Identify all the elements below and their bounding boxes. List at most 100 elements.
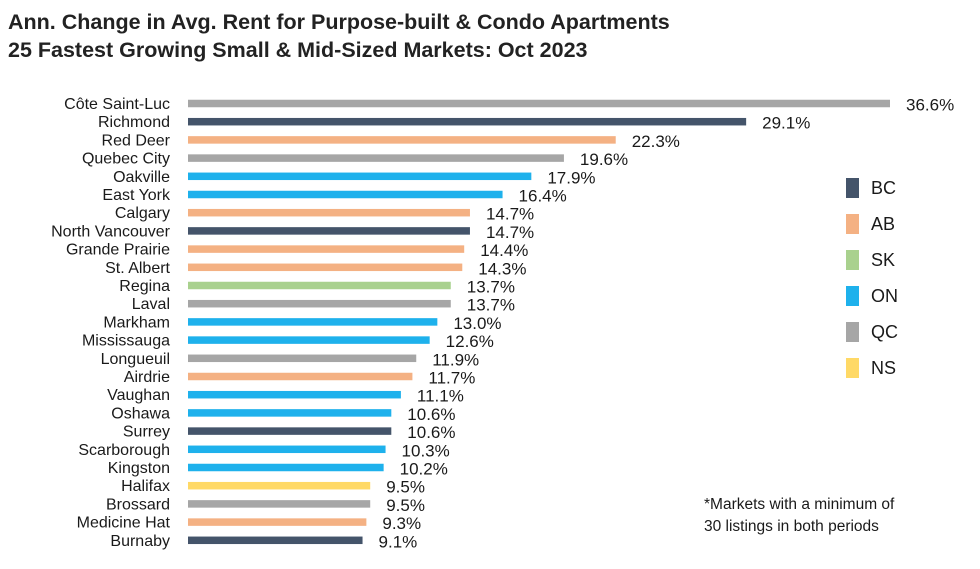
category-label-airdrie: Airdrie xyxy=(124,369,170,386)
value-label-north-vancouver: 14.7% xyxy=(486,223,534,242)
category-label-north-vancouver: North Vancouver xyxy=(51,223,171,240)
category-label-surrey: Surrey xyxy=(123,424,170,441)
value-label-burnaby: 9.1% xyxy=(379,532,418,551)
value-label-regina: 13.7% xyxy=(467,278,515,297)
value-label-kingston: 10.2% xyxy=(400,460,448,479)
bar-surrey xyxy=(188,427,392,435)
bar-oshawa xyxy=(188,409,392,417)
legend-label-ab: AB xyxy=(871,213,896,234)
category-label-richmond: Richmond xyxy=(98,114,170,131)
value-label-oakville: 17.9% xyxy=(547,168,595,187)
value-label-longueuil: 11.9% xyxy=(432,350,479,369)
category-label-mississauga: Mississauga xyxy=(82,333,170,350)
legend-swatch-bc xyxy=(846,178,859,198)
value-label-grande-prairie: 14.4% xyxy=(480,241,528,260)
value-label-markham: 13.0% xyxy=(453,314,501,333)
category-label-markham: Markham xyxy=(103,314,170,331)
value-label-c-te-saint-luc: 36.6% xyxy=(906,96,954,115)
bar-laval xyxy=(188,299,451,308)
category-label-vaughan: Vaughan xyxy=(107,387,170,404)
legend-item-sk: SK xyxy=(846,242,898,278)
value-label-east-york: 16.4% xyxy=(519,187,567,206)
legend-item-ab: AB xyxy=(846,206,898,242)
legend-item-qc: QC xyxy=(846,314,898,350)
category-label-east-york: East York xyxy=(102,187,171,204)
value-label-calgary: 14.7% xyxy=(486,205,534,224)
category-label-calgary: Calgary xyxy=(115,205,170,222)
legend-swatch-ab xyxy=(846,214,859,234)
legend-label-qc: QC xyxy=(871,321,898,342)
legend-swatch-sk xyxy=(846,250,859,270)
bar-airdrie xyxy=(188,372,413,381)
bar-longueuil xyxy=(188,354,417,363)
bar-red-deer xyxy=(188,136,616,144)
footnote-line-2: 30 listings in both periods xyxy=(704,518,879,535)
bar-st-albert xyxy=(188,263,463,272)
category-label-oshawa: Oshawa xyxy=(111,405,170,422)
category-label-quebec-city: Quebec City xyxy=(82,151,170,168)
bar-oakville xyxy=(188,172,532,181)
category-label-kingston: Kingston xyxy=(108,460,170,477)
value-label-quebec-city: 19.6% xyxy=(580,150,628,169)
legend-label-on: ON xyxy=(871,285,898,306)
legend-item-bc: BC xyxy=(846,170,898,206)
value-label-airdrie: 11.7% xyxy=(428,369,475,388)
value-label-mississauga: 12.6% xyxy=(446,332,494,351)
footnote-line-1: *Markets with a minimum of xyxy=(704,496,895,513)
legend-swatch-on xyxy=(846,286,859,306)
bar-north-vancouver xyxy=(188,227,470,235)
chart-title-line-1: Ann. Change in Avg. Rent for Purpose-bui… xyxy=(8,10,670,34)
value-label-oshawa: 10.6% xyxy=(407,405,455,424)
bar-quebec-city xyxy=(188,154,564,162)
legend-swatch-ns xyxy=(846,358,859,378)
category-label-laval: Laval xyxy=(132,296,170,313)
category-label-regina: Regina xyxy=(119,278,170,295)
value-label-scarborough: 10.3% xyxy=(402,441,450,460)
category-label-medicine-hat: Medicine Hat xyxy=(77,515,171,532)
legend: BC AB SK ON QC NS xyxy=(846,170,898,386)
bar-grande-prairie xyxy=(188,245,465,253)
bar-brossard xyxy=(188,500,371,508)
value-label-laval: 13.7% xyxy=(467,296,515,315)
value-label-vaughan: 11.1% xyxy=(417,387,464,406)
value-label-st-albert: 14.3% xyxy=(478,259,526,278)
legend-label-ns: NS xyxy=(871,357,897,378)
bar-medicine-hat xyxy=(188,518,367,526)
value-label-brossard: 9.5% xyxy=(386,496,425,515)
value-label-red-deer: 22.3% xyxy=(632,132,680,151)
bar-richmond xyxy=(188,117,747,126)
category-label-red-deer: Red Deer xyxy=(102,132,171,149)
value-label-medicine-hat: 9.3% xyxy=(382,514,421,533)
bar-calgary xyxy=(188,208,470,217)
footnote: *Markets with a minimum of 30 listings i… xyxy=(704,494,894,538)
category-label-oakville: Oakville xyxy=(113,169,170,186)
value-label-halifax: 9.5% xyxy=(386,478,425,497)
legend-swatch-qc xyxy=(846,322,859,342)
category-label-halifax: Halifax xyxy=(121,478,170,495)
value-label-surrey: 10.6% xyxy=(407,423,455,442)
category-label-grande-prairie: Grande Prairie xyxy=(66,242,170,259)
bar-east-york xyxy=(188,190,503,199)
bar-vaughan xyxy=(188,390,401,399)
legend-item-on: ON xyxy=(846,278,898,314)
legend-label-sk: SK xyxy=(871,249,896,270)
bar-burnaby xyxy=(188,536,363,545)
legend-item-ns: NS xyxy=(846,350,898,386)
category-label-brossard: Brossard xyxy=(106,496,170,513)
category-label-st-albert: St. Albert xyxy=(105,260,170,277)
value-label-richmond: 29.1% xyxy=(762,114,810,133)
bar-halifax xyxy=(188,481,371,490)
bar-regina xyxy=(188,281,451,290)
legend-label-bc: BC xyxy=(871,177,897,198)
bar-kingston xyxy=(188,463,384,472)
chart-title: Ann. Change in Avg. Rent for Purpose-bui… xyxy=(8,8,670,64)
bar-markham xyxy=(188,318,438,326)
bar-c-te-saint-luc xyxy=(188,99,890,108)
bar-mississauga xyxy=(188,336,430,344)
category-label-c-te-saint-luc: Côte Saint-Luc xyxy=(64,96,170,113)
chart-title-line-2: 25 Fastest Growing Small & Mid-Sized Mar… xyxy=(8,38,588,62)
category-label-scarborough: Scarborough xyxy=(78,442,170,459)
bar-scarborough xyxy=(188,445,386,454)
category-label-burnaby: Burnaby xyxy=(110,533,170,550)
